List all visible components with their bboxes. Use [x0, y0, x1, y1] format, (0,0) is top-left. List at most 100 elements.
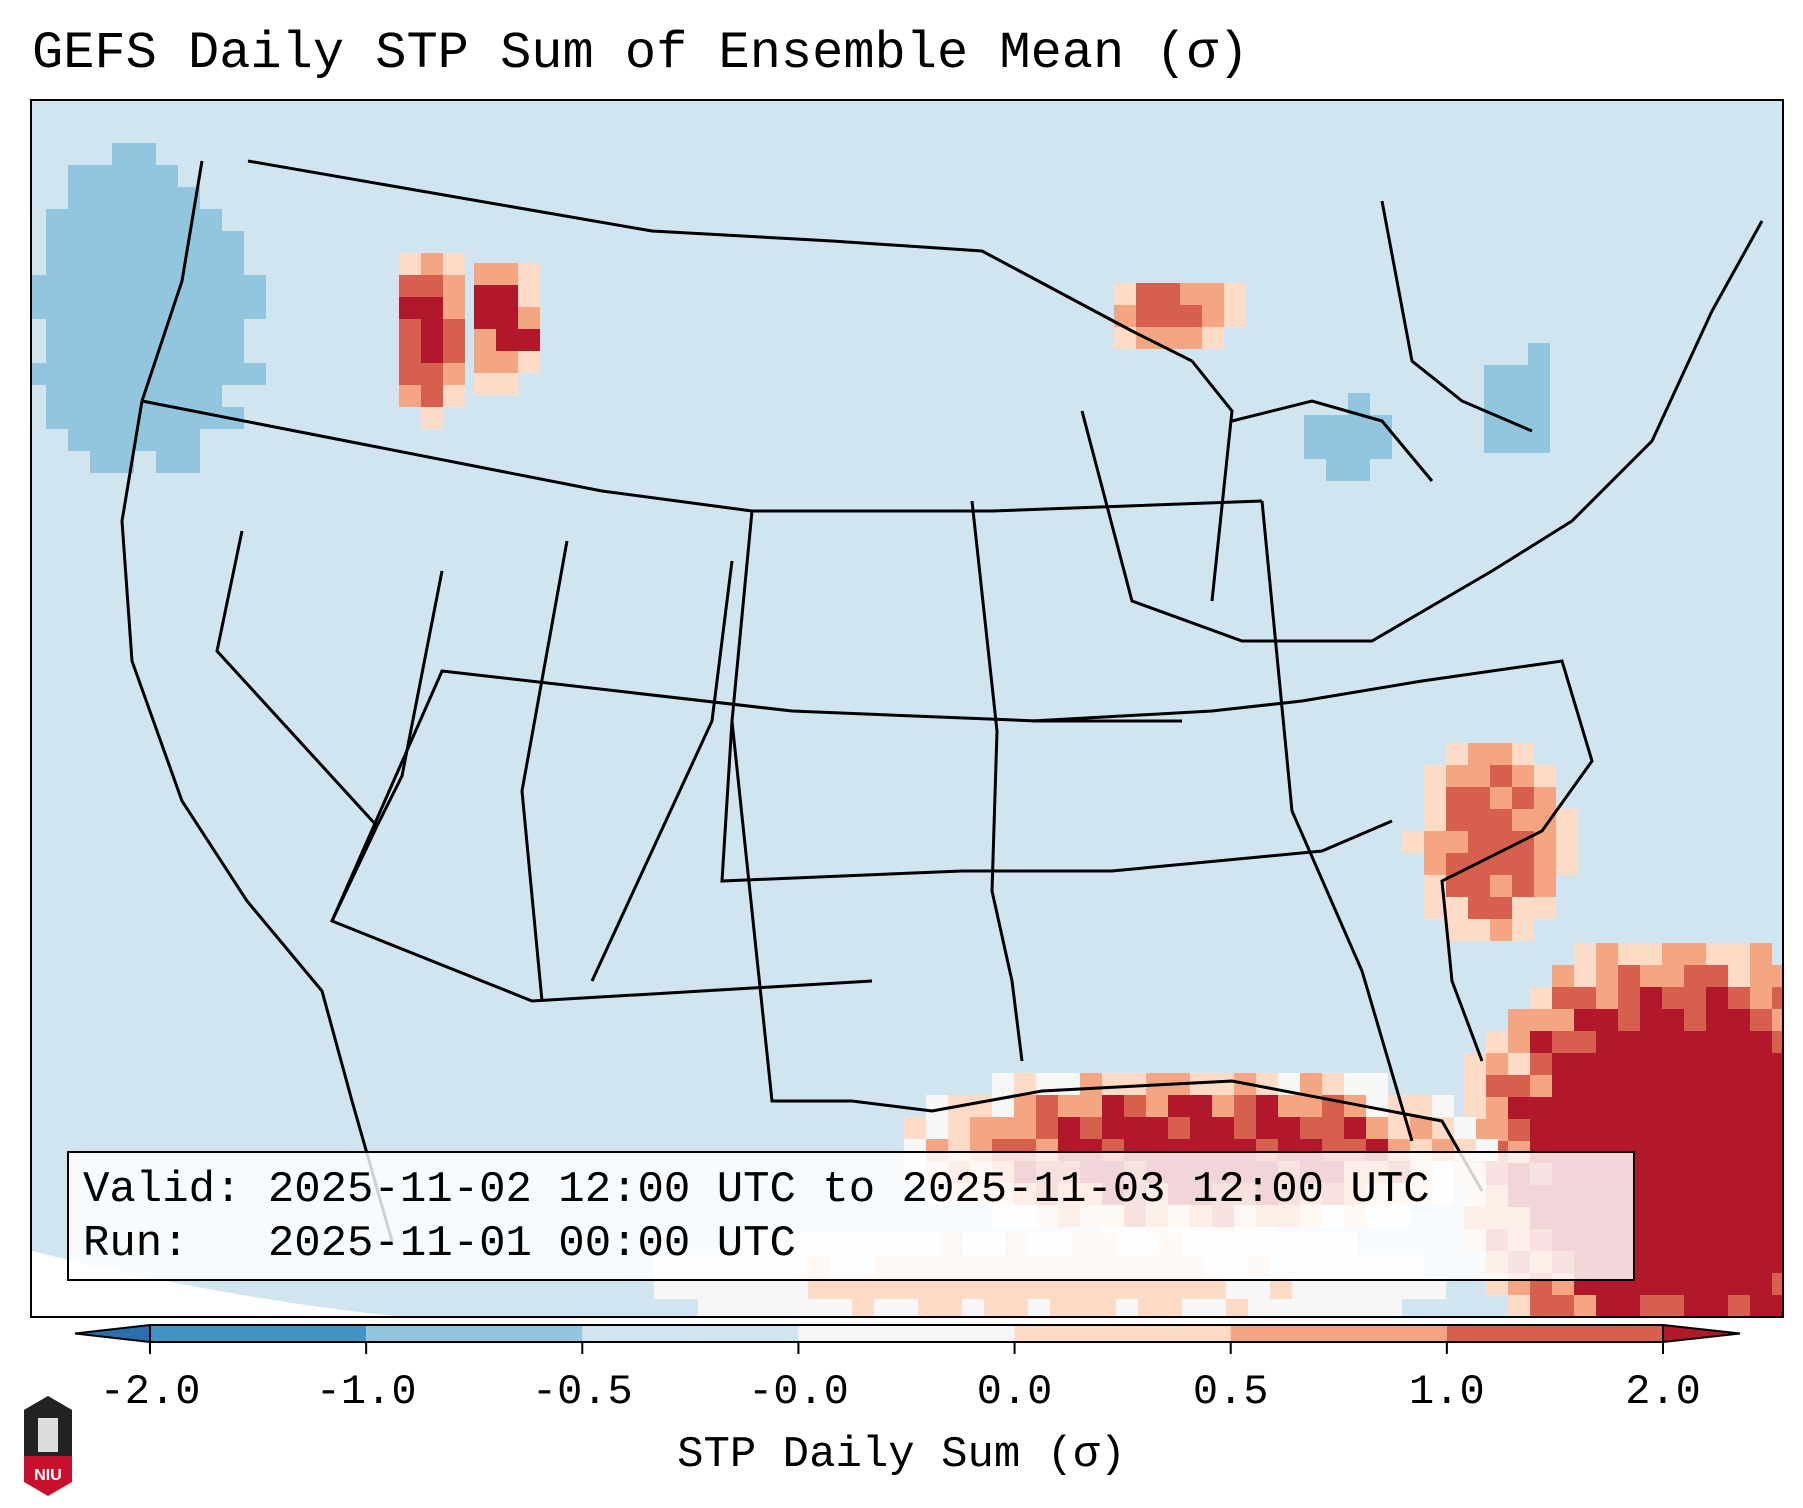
field-cell [962, 1299, 984, 1316]
field-cell [1640, 1053, 1662, 1075]
field-cell [1314, 1277, 1336, 1299]
field-cell [156, 187, 178, 209]
field-cell [1484, 387, 1506, 409]
field-cell [399, 275, 421, 297]
field-cell [443, 319, 465, 341]
colorbar-tick-label: 0.0 [976, 1368, 1053, 1416]
field-cell [156, 451, 178, 473]
field-cell [1158, 327, 1180, 349]
field-cell [1618, 1119, 1640, 1141]
field-cell [1640, 1163, 1662, 1185]
field-cell [1728, 1141, 1750, 1163]
field-cell [1102, 1073, 1124, 1095]
field-cell [1512, 765, 1534, 787]
field-cell [222, 187, 244, 209]
field-cell [1640, 1075, 1662, 1097]
field-cell [46, 231, 68, 253]
field-cell [1146, 1117, 1168, 1139]
field-cell [222, 209, 244, 231]
field-cell [1574, 1119, 1596, 1141]
field-cell [46, 253, 68, 275]
field-cell [112, 363, 134, 385]
field-cell [1322, 1073, 1344, 1095]
field-cell [1528, 453, 1550, 475]
field-cell [1684, 1119, 1706, 1141]
field-cell [830, 1299, 852, 1316]
field-cell [1116, 1299, 1138, 1316]
field-cell [1058, 1117, 1080, 1139]
field-cell [1750, 1075, 1772, 1097]
colorbar-tick-label: -0.0 [748, 1368, 849, 1416]
field-cell [399, 363, 421, 385]
field-cell [1772, 1273, 1782, 1295]
field-cell [1772, 1295, 1782, 1316]
field-cell [244, 253, 266, 275]
field-cell [1552, 1031, 1574, 1053]
field-cell [1124, 1117, 1146, 1139]
field-cell [496, 285, 518, 307]
field-cell [1706, 1075, 1728, 1097]
field-cell [1552, 965, 1574, 987]
field-cell [1728, 965, 1750, 987]
field-cell [474, 307, 496, 329]
field-cell [1468, 765, 1490, 787]
field-cell [1530, 987, 1552, 1009]
field-cell [1684, 1251, 1706, 1273]
field-cell [443, 275, 465, 297]
field-cell [1304, 393, 1326, 415]
field-cell [1050, 1299, 1072, 1316]
field-cell [1116, 1277, 1138, 1299]
field-cell [1370, 393, 1392, 415]
field-cell [1292, 1299, 1314, 1316]
field-cell [808, 1299, 830, 1316]
field-cell [32, 209, 46, 231]
field-cell [112, 165, 134, 187]
field-cell [1486, 1075, 1508, 1097]
field-cell [1490, 919, 1512, 941]
field-cell [1136, 305, 1158, 327]
field-cell [90, 165, 112, 187]
field-cell [1662, 1009, 1684, 1031]
field-cell [156, 385, 178, 407]
field-cell [1138, 1299, 1160, 1316]
field-cell [222, 363, 244, 385]
field-cell [112, 231, 134, 253]
field-cell [1484, 343, 1506, 365]
field-cell [940, 1299, 962, 1316]
field-cell [1468, 787, 1490, 809]
field-cell [32, 319, 46, 341]
field-cell [112, 385, 134, 407]
field-cell [1552, 1295, 1574, 1316]
field-cell [1640, 965, 1662, 987]
field-cell [1402, 831, 1424, 853]
field-cell [1202, 327, 1224, 349]
field-cell [1506, 431, 1528, 453]
field-cell [1484, 409, 1506, 431]
field-cell [1706, 1251, 1728, 1273]
field-cell [156, 231, 178, 253]
field-cell [1226, 1277, 1248, 1299]
field-cell [1202, 283, 1224, 305]
field-cell [1750, 1229, 1772, 1251]
west-coast [120, 400, 394, 1242]
field-cell [1596, 943, 1618, 965]
field-cell [1728, 1273, 1750, 1295]
field-cell [200, 297, 222, 319]
field-cell [90, 429, 112, 451]
field-cell [918, 1277, 940, 1299]
field-cell [1424, 765, 1446, 787]
field-cell [156, 143, 178, 165]
field-cell [1300, 1073, 1322, 1095]
field-cell [1234, 1095, 1256, 1117]
field-cell [1706, 1185, 1728, 1207]
field-cell [1486, 1119, 1508, 1141]
field-cell [1058, 1073, 1080, 1095]
field-cell [222, 429, 244, 451]
field-cell [1772, 1031, 1782, 1053]
field-cell [1684, 1053, 1706, 1075]
field-cell [1506, 475, 1528, 497]
field-cell [1484, 431, 1506, 453]
colorbar [74, 1323, 1741, 1354]
field-cell [156, 165, 178, 187]
field-cell [1326, 437, 1348, 459]
